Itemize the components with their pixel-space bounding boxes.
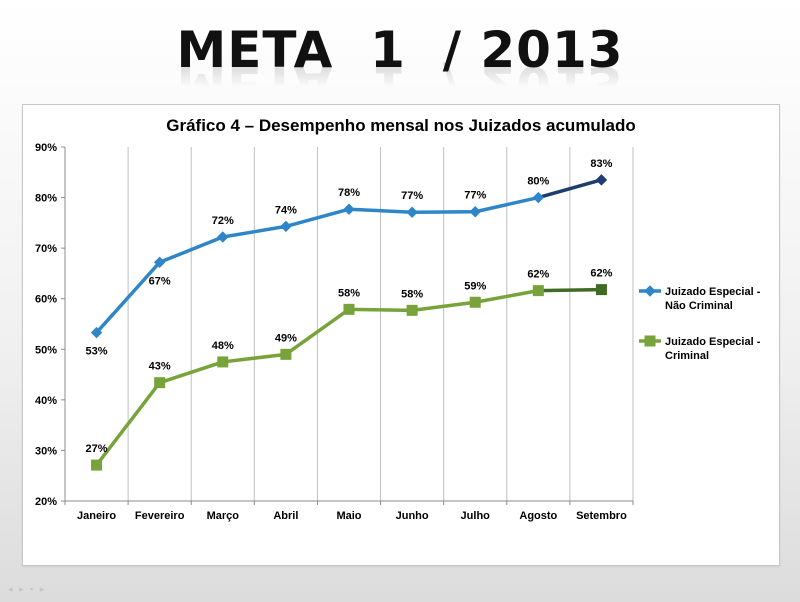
series-line-segment [221,352,288,364]
series-line-segment [284,207,351,229]
x-tick-label: Janeiro [77,510,116,522]
data-label: 27% [86,443,108,455]
data-label: 83% [590,158,612,170]
data-label: 78% [338,187,360,199]
x-tick-label: Maio [336,510,361,522]
data-label: 43% [149,361,171,373]
y-tick-label: 60% [35,294,57,306]
series-line-segment [347,207,414,214]
data-point-marker [90,326,103,339]
y-tick-label: 80% [35,193,57,205]
chart-container: Gráfico 4 – Desempenho mensal nos Juizad… [22,104,780,566]
series-line-segment [536,178,604,200]
x-tick-label: Julho [461,510,491,522]
y-tick-label: 30% [35,445,57,457]
legend-label: Não Criminal [665,300,733,312]
series-line-segment [473,288,541,305]
legend-label: Juizado Especial - [665,286,761,298]
x-tick-label: Fevereiro [135,510,185,522]
y-tick-label: 90% [35,142,57,154]
data-label: 77% [464,190,486,202]
data-label: 58% [338,287,360,299]
chart-title: Gráfico 4 – Desempenho mensal nos Juizad… [166,116,636,135]
data-label: 67% [149,275,171,287]
x-tick-label: Setembro [576,510,627,522]
x-tick-label: Abril [273,510,298,522]
data-point-marker [217,231,229,243]
legend-marker [644,335,656,347]
data-point-marker [280,220,292,233]
data-label: 62% [590,268,612,280]
data-point-marker [343,303,355,315]
y-tick-label: 50% [35,344,57,356]
y-tick-label: 40% [35,395,57,407]
legend-label: Criminal [665,350,709,362]
data-label: 77% [401,190,423,202]
data-point-marker [343,203,355,215]
data-point-marker [469,296,481,308]
series-line-segment [347,307,414,313]
data-label: 48% [212,340,234,352]
data-label: 58% [401,288,423,300]
series-line-segment [473,195,541,214]
y-tick-label: 70% [35,243,57,255]
data-point-marker [406,206,418,218]
data-label: 62% [527,269,549,281]
data-point-marker [469,206,481,218]
slide-title: META 1 / 2013 [176,21,624,79]
x-tick-label: Junho [396,510,429,522]
x-tick-label: Agosto [519,510,557,522]
data-point-marker [91,459,103,471]
series-line-segment [157,360,225,385]
y-tick-label: 20% [35,496,57,508]
data-point-marker [153,256,166,269]
series-line-segment [157,235,225,265]
x-tick-label: Março [207,510,240,522]
slide-nav-controls[interactable]: ◂ ▸ ▪ ▸ [8,584,47,594]
legend-marker [644,285,656,297]
series-line-segment [94,380,162,467]
series-line-segment [410,300,477,313]
line-chart: Gráfico 4 – Desempenho mensal nos Juizad… [35,116,761,522]
data-label: 74% [275,204,297,216]
series-line-segment [94,260,162,335]
data-point-marker [532,191,545,204]
series-line-segment [536,287,604,293]
series-line-segment [284,307,351,357]
data-label: 72% [212,215,234,227]
data-point-marker [217,356,229,368]
data-point-marker [532,285,544,297]
data-point-marker [595,284,607,296]
series-line-segment [221,224,288,239]
data-label: 59% [464,280,486,292]
data-label: 80% [527,176,549,188]
data-label: 53% [86,346,108,358]
legend-label: Juizado Especial - [665,336,761,348]
data-point-marker [280,348,292,360]
data-label: 49% [275,332,297,344]
data-point-marker [406,304,418,316]
series-line-segment [410,209,477,214]
data-point-marker [154,377,166,389]
data-point-marker [595,174,608,186]
